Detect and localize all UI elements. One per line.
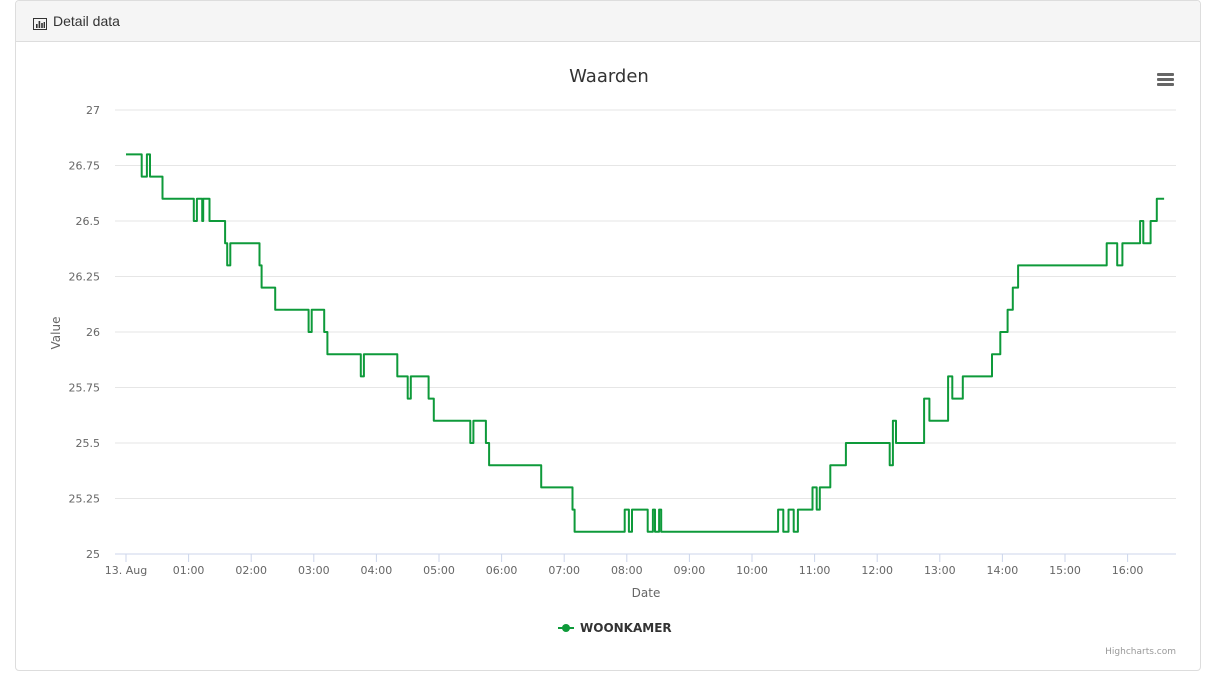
y-tick-label: 26.25 xyxy=(69,271,101,284)
x-tick-label: 14:00 xyxy=(987,564,1019,577)
detail-data-panel: Detail data Waarden 25 25.25 25.5 25.75 26 26… xyxy=(15,0,1201,671)
series-line-woonkamer[interactable] xyxy=(126,153,1165,533)
x-tick-label: 10:00 xyxy=(736,564,768,577)
legend-symbol-dot xyxy=(562,624,570,632)
y-tick-label: 25.75 xyxy=(69,382,101,395)
chart-credits[interactable]: Highcharts.com xyxy=(1105,647,1176,657)
x-tick-label: 13:00 xyxy=(924,564,956,577)
chart-container: Waarden 25 25.25 25.5 25.75 26 26.25 26.5 26.75… xyxy=(16,42,1200,670)
x-tick-label: 05:00 xyxy=(423,564,455,577)
hamburger-menu-icon xyxy=(1157,73,1174,86)
x-tick-label: 08:00 xyxy=(611,564,643,577)
x-tick-label: 04:00 xyxy=(361,564,393,577)
x-tick-label: 06:00 xyxy=(486,564,518,577)
panel-title: Detail data xyxy=(53,13,120,29)
x-tick-label: 07:00 xyxy=(548,564,580,577)
x-axis-ticks: 13. Aug 01:00 02:00 03:00 04:00 05:00 06:00 07:… xyxy=(105,554,1144,577)
y-tick-label: 27 xyxy=(86,104,100,117)
x-tick-label: 03:00 xyxy=(298,564,330,577)
line-chart: Waarden 25 25.25 25.5 25.75 26 26.25 26.5 26.75… xyxy=(49,66,1176,657)
y-axis-ticks: 25 25.25 25.5 25.75 26 26.25 26.5 26.75 27 xyxy=(69,104,101,561)
x-tick-label: 09:00 xyxy=(674,564,706,577)
y-tick-label: 25.5 xyxy=(76,437,101,450)
x-tick-label: 11:00 xyxy=(799,564,831,577)
x-tick-label: 15:00 xyxy=(1049,564,1081,577)
x-tick-label: 16:00 xyxy=(1112,564,1144,577)
chart-menu-button[interactable] xyxy=(1152,67,1176,91)
chart-title: Waarden xyxy=(569,66,649,87)
x-axis-title: Date xyxy=(632,586,661,600)
y-axis-title: Value xyxy=(49,317,63,350)
legend-label: WOONKAMER xyxy=(580,621,672,635)
y-gridlines xyxy=(115,109,1176,499)
x-tick-label: 12:00 xyxy=(861,564,893,577)
series-lines xyxy=(126,153,1165,533)
legend-item-woonkamer[interactable]: WOONKAMER xyxy=(558,621,672,635)
x-tick-label: 01:00 xyxy=(173,564,205,577)
y-tick-label: 25.25 xyxy=(69,493,101,506)
y-tick-label: 26.5 xyxy=(76,215,101,228)
y-tick-label: 25 xyxy=(86,548,100,561)
x-tick-label: 13. Aug xyxy=(105,564,147,577)
x-tick-label: 02:00 xyxy=(235,564,267,577)
bar-chart-icon xyxy=(33,15,47,30)
panel-heading: Detail data xyxy=(16,1,1200,42)
y-tick-label: 26 xyxy=(86,326,100,339)
y-tick-label: 26.75 xyxy=(69,160,101,173)
